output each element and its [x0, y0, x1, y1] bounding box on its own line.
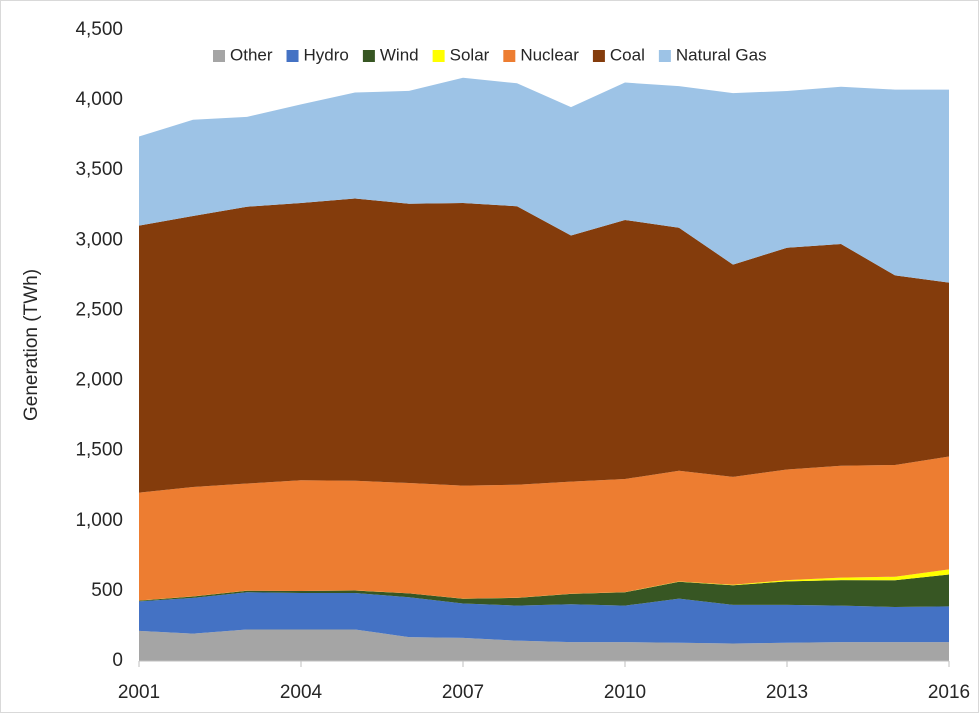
legend-swatch: [432, 50, 445, 62]
legend-swatch: [503, 50, 516, 62]
legend: Other Hydro Wind Solar Nuclear Coal Natural Ga…: [213, 45, 767, 64]
y-tick-label: 4,500: [75, 19, 123, 40]
area: [139, 77, 949, 283]
legend-label: Hydro: [304, 45, 349, 64]
legend-label: Nuclear: [520, 45, 579, 64]
y-axis-label: Generation (TWh): [21, 269, 42, 421]
area: [139, 574, 949, 608]
area: [139, 592, 949, 644]
area: [139, 198, 949, 493]
legend-label: Solar: [450, 45, 490, 64]
legend-label: Other: [230, 45, 273, 64]
x-tick-label: 2007: [442, 682, 484, 703]
y-tick-label: 1,500: [75, 440, 123, 461]
x-tick-label: 2004: [280, 682, 323, 703]
legend-swatch: [592, 50, 605, 62]
y-tick-label: 3,500: [75, 159, 123, 180]
legend-swatch: [658, 50, 671, 62]
legend-swatch: [362, 50, 375, 62]
x-tick-label: 2010: [604, 682, 646, 703]
y-tick-label: 1,000: [75, 510, 123, 531]
y-tick-label: 500: [91, 580, 123, 601]
areas: [139, 77, 949, 661]
area: [139, 629, 949, 661]
y-tick-label: 0: [112, 650, 123, 671]
y-tick-label: 3,000: [75, 229, 123, 250]
area: [139, 456, 949, 601]
legend-swatch: [213, 50, 225, 62]
y-tick-label: 2,000: [75, 370, 123, 391]
y-tick-label: 4,000: [75, 89, 123, 110]
legend-label: Wind: [380, 45, 419, 64]
axes: 0 500 1,000 1,500 2,000 2,500 3,000 3,500 4,000 4…: [75, 19, 970, 703]
x-tick-label: 2016: [928, 682, 970, 703]
y-tick-label: 2,500: [75, 299, 123, 320]
x-tick-label: 2001: [118, 682, 160, 703]
x-tick-label: 2013: [766, 682, 808, 703]
legend-label: Coal: [610, 45, 645, 64]
legend-label: Natural Gas: [676, 45, 767, 64]
legend-swatch: [286, 50, 299, 62]
